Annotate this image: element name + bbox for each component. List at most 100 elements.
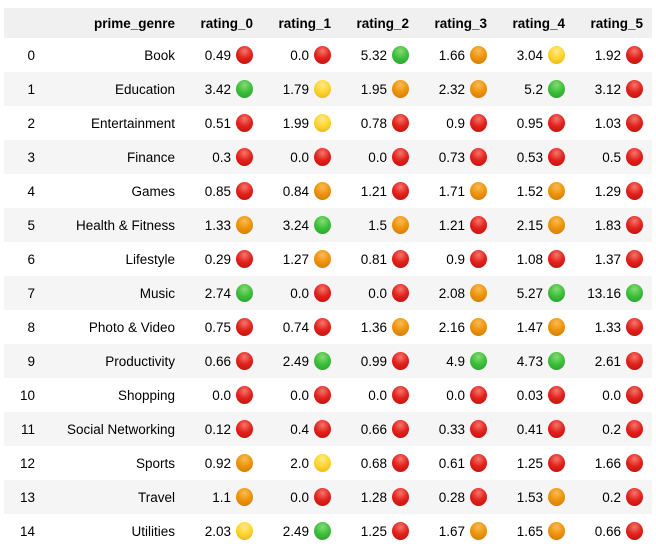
rating-cell-content: 1.53	[517, 488, 565, 506]
rating-cell-content: 0.0	[290, 148, 331, 166]
rating-value: 1.71	[438, 183, 465, 199]
rating-value: 1.53	[516, 489, 543, 505]
rating-value: 0.0	[290, 285, 309, 301]
rating-cell: 2.16	[418, 310, 496, 344]
traffic-light-orange-icon	[548, 182, 565, 200]
row-index: 9	[27, 353, 35, 369]
rating-cell-content: 1.36	[361, 318, 409, 336]
traffic-light-red-icon	[236, 318, 253, 336]
genre-cell: Music	[139, 285, 175, 301]
rating-cell-content: 1.25	[361, 522, 409, 540]
rating-value: 0.0	[212, 387, 231, 403]
traffic-light-red-icon	[626, 46, 643, 64]
rating-value: 1.79	[282, 81, 309, 97]
column-header-rating_0: rating_0	[184, 8, 262, 38]
rating-value: 0.41	[516, 421, 543, 437]
rating-cell-content: 2.74	[205, 284, 253, 302]
rating-value: 0.92	[204, 455, 231, 471]
traffic-light-red-icon	[626, 216, 643, 234]
rating-value: 1.08	[516, 251, 543, 267]
traffic-light-red-icon	[236, 114, 253, 132]
rating-cell: 1.37	[574, 242, 652, 276]
rating-cell: 1.53	[496, 480, 574, 514]
rating-cell-content: 1.08	[517, 250, 565, 268]
rating-value: 1.27	[282, 251, 309, 267]
rating-value: 0.2	[602, 421, 621, 437]
traffic-light-green-icon	[548, 80, 565, 98]
traffic-light-red-icon	[626, 386, 643, 404]
rating-cell-content: 0.0	[602, 386, 643, 404]
traffic-light-red-icon	[392, 114, 409, 132]
table-row: 7 Music 2.74 0.0 0.0 2.08 5.27 13.16	[4, 276, 652, 310]
rating-value: 2.74	[204, 285, 231, 301]
genre-cell: Health & Fitness	[75, 217, 175, 233]
traffic-light-orange-icon	[548, 488, 565, 506]
rating-cell: 1.03	[574, 106, 652, 140]
table-row: 4 Games 0.85 0.84 1.21 1.71 1.52 1.29	[4, 174, 652, 208]
rating-cell: 0.66	[574, 514, 652, 548]
rating-cell-content: 0.0	[290, 386, 331, 404]
traffic-light-red-icon	[392, 182, 409, 200]
traffic-light-red-icon	[236, 46, 253, 64]
rating-value: 2.32	[438, 81, 465, 97]
traffic-light-orange-icon	[470, 46, 487, 64]
rating-cell-content: 0.0	[368, 148, 409, 166]
traffic-light-red-icon	[236, 148, 253, 166]
rating-cell: 5.2	[496, 72, 574, 106]
rating-cell-content: 3.12	[595, 80, 643, 98]
rating-cell-content: 0.95	[517, 114, 565, 132]
rating-value: 1.33	[204, 217, 231, 233]
rating-cell-content: 0.9	[446, 114, 487, 132]
rating-value: 2.08	[438, 285, 465, 301]
rating-cell: 1.27	[262, 242, 340, 276]
rating-cell: 1.66	[418, 38, 496, 72]
rating-cell-content: 3.04	[517, 46, 565, 64]
rating-cell-content: 1.37	[595, 250, 643, 268]
rating-cell-content: 1.65	[517, 522, 565, 540]
rating-cell-content: 2.08	[439, 284, 487, 302]
traffic-light-red-icon	[626, 80, 643, 98]
genre-cell: Sports	[135, 455, 175, 471]
traffic-light-red-icon	[548, 454, 565, 472]
rating-value: 0.0	[290, 489, 309, 505]
genre-cell: Travel	[137, 489, 175, 505]
genre-cell: Finance	[126, 149, 175, 165]
rating-value: 13.16	[587, 285, 621, 301]
genre-cell: Productivity	[105, 353, 175, 369]
rating-cell-content: 0.99	[361, 352, 409, 370]
rating-cell: 0.53	[496, 140, 574, 174]
traffic-light-orange-icon	[470, 284, 487, 302]
rating-cell: 1.36	[340, 310, 418, 344]
rating-cell-content: 1.1	[212, 488, 253, 506]
rating-cell: 0.28	[418, 480, 496, 514]
rating-cell-content: 1.95	[361, 80, 409, 98]
rating-cell: 0.49	[184, 38, 262, 72]
rating-cell-content: 1.5	[368, 216, 409, 234]
table-row: 1 Education 3.42 1.79 1.95 2.32 5.2 3.12	[4, 72, 652, 106]
traffic-light-orange-icon	[470, 80, 487, 98]
traffic-light-green-icon	[392, 46, 409, 64]
rating-value: 2.16	[438, 319, 465, 335]
table-row: 12 Sports 0.92 2.0 0.68 0.61 1.25 1.66	[4, 446, 652, 480]
rating-cell: 0.51	[184, 106, 262, 140]
traffic-light-yellow-icon	[236, 522, 253, 540]
rating-cell: 0.99	[340, 344, 418, 378]
rating-value: 2.61	[594, 353, 621, 369]
traffic-light-red-icon	[392, 420, 409, 438]
rating-value: 1.67	[438, 523, 465, 539]
rating-cell-content: 0.0	[290, 284, 331, 302]
traffic-light-green-icon	[548, 284, 565, 302]
traffic-light-orange-icon	[236, 216, 253, 234]
traffic-light-red-icon	[392, 250, 409, 268]
rating-value: 0.66	[360, 421, 387, 437]
rating-cell-content: 0.61	[439, 454, 487, 472]
rating-cell: 2.32	[418, 72, 496, 106]
traffic-light-red-icon	[626, 318, 643, 336]
rating-cell: 0.0	[262, 378, 340, 412]
traffic-light-orange-icon	[392, 318, 409, 336]
rating-value: 0.49	[204, 47, 231, 63]
rating-value: 4.9	[446, 353, 465, 369]
rating-cell: 0.68	[340, 446, 418, 480]
rating-cell-content: 1.79	[283, 80, 331, 98]
